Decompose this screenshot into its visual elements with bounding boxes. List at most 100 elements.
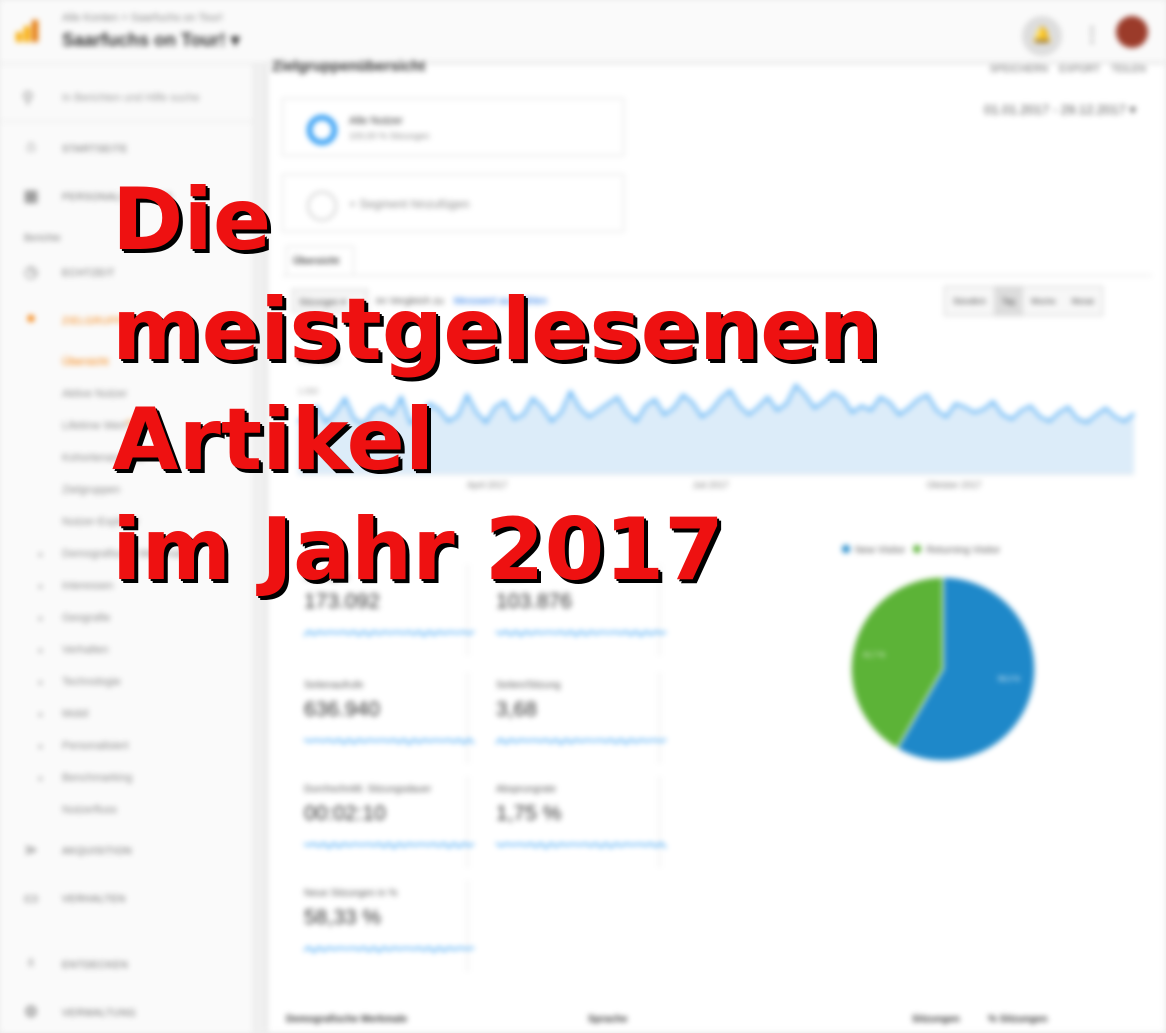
sidebar-item-admin[interactable]: ⚙ VERWALTUNG bbox=[0, 1000, 254, 1028]
sidebar-item-label: VERHALTEN bbox=[62, 894, 126, 905]
sidebar-item-behavior[interactable]: ▭ VERHALTEN bbox=[0, 886, 254, 914]
metric-card: Absprungrate 1,75 % bbox=[474, 776, 666, 868]
sidebar-group[interactable]: Geografie bbox=[62, 612, 111, 624]
metric-sparkline bbox=[304, 738, 474, 746]
analytics-logo-icon[interactable] bbox=[14, 18, 40, 44]
pie-label-new: 58,3 % bbox=[998, 676, 1020, 683]
segment-ring-icon bbox=[307, 115, 337, 145]
sidebar-subitem[interactable]: Zielgruppen bbox=[62, 484, 121, 496]
compare-text: im Vergleich zu bbox=[376, 296, 444, 307]
tab-overview[interactable]: Übersicht bbox=[286, 246, 354, 276]
metric-value: 173.092 bbox=[304, 590, 380, 613]
add-segment-button[interactable]: + Segment hinzufügen bbox=[282, 174, 624, 232]
metric-select[interactable]: Sitzungen ▾ bbox=[292, 289, 368, 313]
acquisition-icon: ⋗ bbox=[24, 842, 38, 859]
metric-card: Neue Sitzungen in % 58,33 % bbox=[282, 880, 474, 972]
sidebar-group[interactable]: Mobil bbox=[62, 708, 89, 720]
line-series bbox=[297, 383, 1135, 426]
x-tick-label: Oktober 2017 bbox=[927, 480, 982, 490]
account-name: Saarfuchs on Tour! bbox=[62, 30, 226, 50]
more-vert-icon[interactable]: ⋮ bbox=[1082, 24, 1102, 46]
x-tick-label: Juli 2017 bbox=[693, 480, 729, 490]
save-button[interactable]: SPEICHERN bbox=[989, 64, 1048, 75]
metric-value: 58,33 % bbox=[304, 906, 382, 929]
lightbulb-icon: ♁ bbox=[25, 954, 37, 971]
sidebar-item-home[interactable]: ⌂ STARTSEITE bbox=[0, 136, 254, 164]
header-actions: SPEICHERN EXPORT TEILEN bbox=[990, 64, 1146, 75]
legend-label: Sitzungen bbox=[298, 354, 338, 364]
overlay-line-2: meistgelesenen bbox=[112, 280, 880, 380]
metric-label: Nutzer bbox=[496, 572, 526, 583]
sidebar-item-label: ECHTZEIT bbox=[62, 268, 115, 279]
top-bar: Alle Konten > Saarfuchs on Tour! Saarfuc… bbox=[0, 0, 1166, 64]
metric-sparkline bbox=[304, 842, 474, 849]
metric-select-value: Sitzungen bbox=[299, 297, 340, 307]
account-selector[interactable]: Saarfuchs on Tour! ▾ bbox=[62, 30, 240, 51]
pie-slice-new bbox=[896, 576, 1036, 762]
sparkline-path bbox=[304, 630, 474, 637]
sidebar-subitem[interactable]: Übersicht bbox=[62, 356, 109, 368]
segment-share: 100,00 % Sitzungen bbox=[349, 131, 430, 141]
sidebar-subitem[interactable]: Nutzer-Explorer bbox=[62, 516, 140, 528]
granularity-option[interactable]: Woche bbox=[1030, 297, 1056, 306]
sidebar-subitem[interactable]: Lifetime WertBETA bbox=[62, 420, 145, 432]
sidebar bbox=[0, 64, 254, 1033]
sidebar-subitem[interactable]: KohortenanalyseBETA bbox=[62, 452, 163, 464]
granularity-option[interactable]: Tag bbox=[993, 287, 1023, 315]
metric-label: Sitzungen bbox=[304, 572, 349, 583]
sidebar-item-discover[interactable]: ♁ ENTDECKEN bbox=[0, 952, 254, 980]
sidebar-item-label: PERSONALISIERUNG bbox=[62, 192, 173, 203]
metric-value: 3,68 bbox=[496, 698, 537, 721]
home-icon: ⌂ bbox=[26, 138, 36, 155]
sidebar-item-audience[interactable]: ● ZIELGRUPPE bbox=[0, 308, 254, 336]
metric-sparkline bbox=[496, 738, 666, 745]
metric-card: Seitenaufrufe 636.940 bbox=[282, 672, 474, 764]
clock-icon: ◷ bbox=[24, 264, 38, 281]
sidebar-item-realtime[interactable]: ◷ ECHTZEIT bbox=[0, 260, 254, 288]
segment-all-users[interactable]: Alle Nutzer 100,00 % Sitzungen bbox=[282, 98, 624, 156]
sidebar-group[interactable]: Technologie bbox=[62, 676, 121, 688]
metric-value: 636.940 bbox=[304, 698, 380, 721]
breadcrumb[interactable]: Alle Konten > Saarfuchs on Tour! bbox=[62, 12, 223, 24]
date-range-picker[interactable]: 01.01.2017 - 29.12.2017 ▾ bbox=[984, 102, 1136, 118]
metric-card: Sitzungen 173.092 bbox=[282, 564, 474, 656]
sidebar-group[interactable]: Verhalten bbox=[62, 644, 109, 656]
sidebar-item-label: AKQUISITION bbox=[62, 846, 132, 857]
y-tick-label: 1.000 bbox=[298, 387, 319, 396]
search-input[interactable]: In Berichten und Hilfe suche bbox=[62, 92, 200, 104]
footer-col-sessions-pct: % Sitzungen bbox=[988, 1014, 1048, 1025]
reports-section-label: Berichte bbox=[24, 233, 61, 244]
beta-badge: BETA bbox=[126, 420, 145, 427]
tab-divider bbox=[282, 275, 1152, 276]
overlay-line-1: Die bbox=[112, 170, 272, 270]
sparkline-path bbox=[304, 946, 474, 953]
notification-bell-icon[interactable]: 🔔 bbox=[1022, 16, 1062, 56]
sidebar-group[interactable]: Benchmarking bbox=[62, 772, 133, 784]
sparkline-path bbox=[496, 842, 666, 850]
main-panel: Zielgruppenübersicht SPEICHERN EXPORT TE… bbox=[268, 58, 1166, 1033]
pie-legend: New Visitor Returning Visitor bbox=[834, 545, 1000, 556]
avatar[interactable] bbox=[1116, 16, 1148, 48]
granularity-option[interactable]: Monat bbox=[1071, 297, 1094, 306]
sidebar-item-acquisition[interactable]: ⋗ AKQUISITION bbox=[0, 838, 254, 866]
sidebar-group[interactable]: Demografische Merkmale bbox=[62, 548, 188, 560]
sidebar-group[interactable]: Personalisiert bbox=[62, 740, 129, 752]
share-button[interactable]: TEILEN bbox=[1110, 64, 1146, 75]
select-metric-link[interactable]: Messwert auswählen bbox=[453, 296, 548, 307]
granularity-option[interactable]: Stündlich bbox=[953, 297, 986, 306]
segment-name: Alle Nutzer bbox=[349, 115, 403, 127]
legend-swatch bbox=[842, 545, 850, 553]
export-button[interactable]: EXPORT bbox=[1059, 64, 1101, 75]
sidebar-group[interactable]: Interessen bbox=[62, 580, 114, 592]
sidebar-item-custom[interactable]: ▦ PERSONALISIERUNG bbox=[0, 184, 254, 212]
dashboard-icon: ▦ bbox=[23, 188, 39, 205]
sidebar-item-users-flow[interactable]: Nutzerfluss bbox=[62, 804, 118, 816]
metric-value: 1,75 % bbox=[496, 802, 562, 825]
x-tick-label: April 2017 bbox=[467, 480, 508, 490]
metric-label: Durchschnittl. Sitzungsdauer bbox=[304, 784, 432, 795]
sidebar-search[interactable]: ⚲ In Berichten und Hilfe suche bbox=[0, 70, 254, 122]
sidebar-subitem[interactable]: Aktive Nutzer bbox=[62, 388, 128, 400]
